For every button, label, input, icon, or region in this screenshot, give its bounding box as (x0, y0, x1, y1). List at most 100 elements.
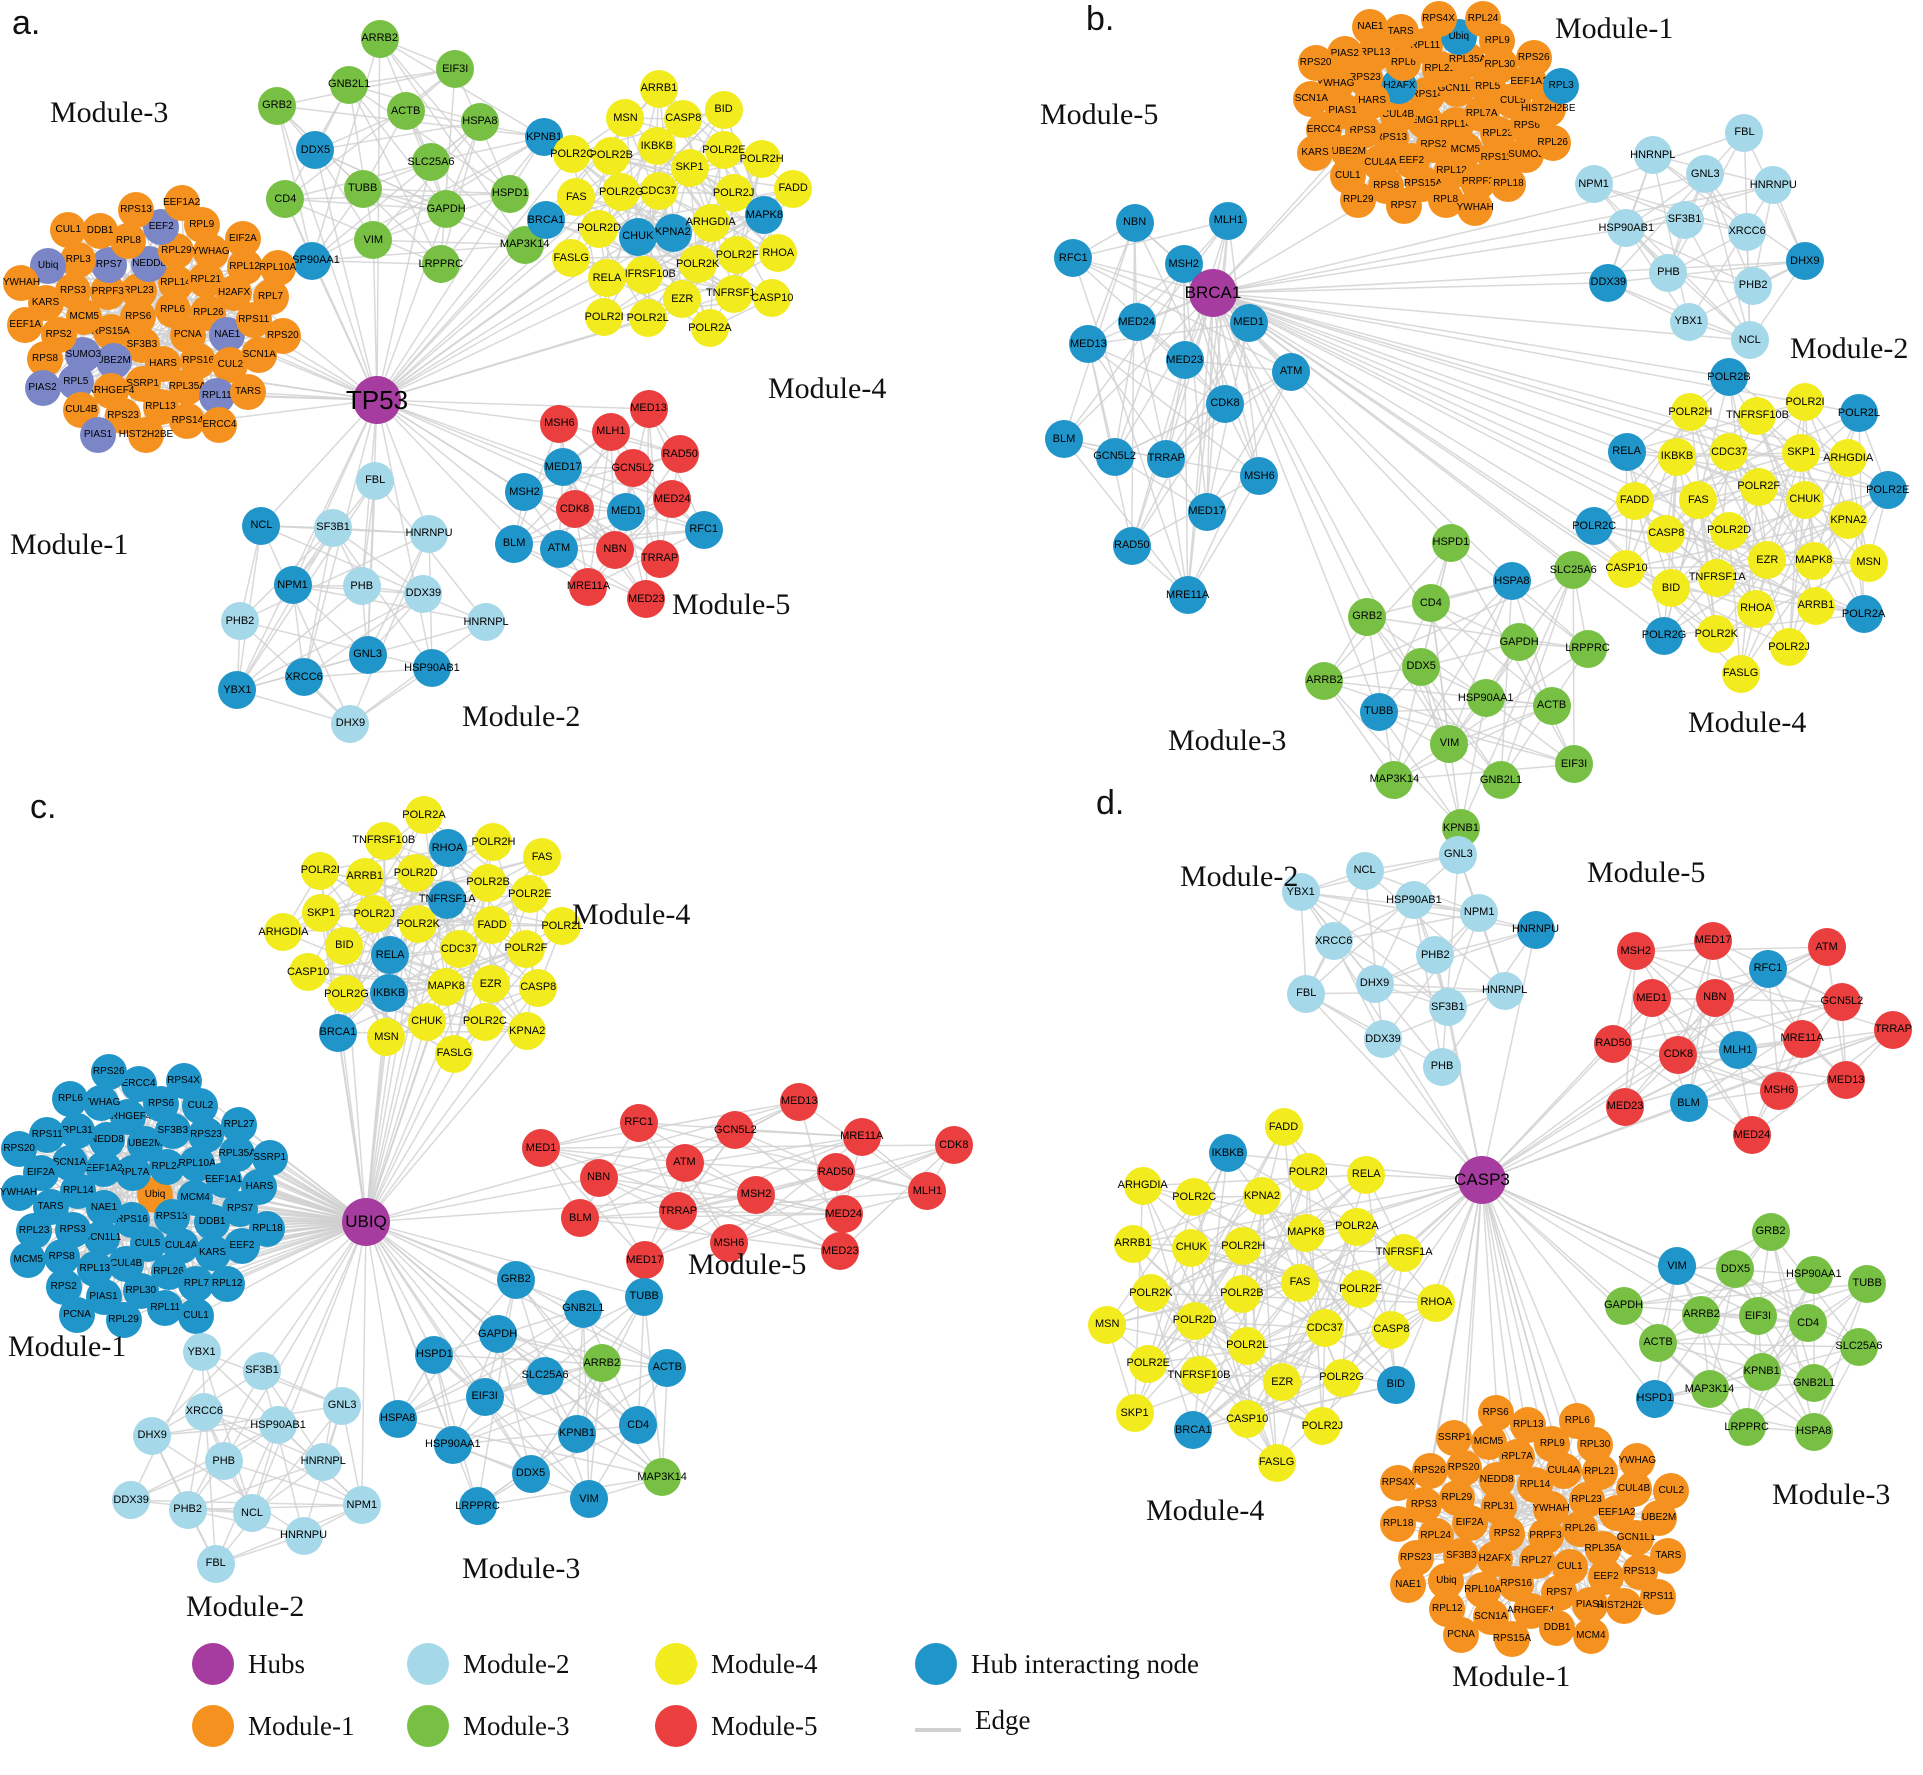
node-EIF2A[interactable]: EIF2A (224, 221, 261, 258)
node-POLR2H[interactable]: POLR2H (1668, 393, 1712, 432)
node-XRCC6[interactable]: XRCC6 (1314, 922, 1353, 960)
node-HSPD1[interactable]: HSPD1 (491, 174, 530, 213)
node-EIF3I[interactable]: EIF3I (1555, 745, 1593, 784)
node-DDX39[interactable]: DDX39 (404, 574, 443, 613)
node-POLR2A[interactable]: POLR2A (688, 309, 732, 348)
node-NPM1[interactable]: NPM1 (342, 1486, 381, 1525)
node-XRCC6[interactable]: XRCC6 (185, 1392, 224, 1431)
node-RPS6[interactable]: RPS6 (1477, 1395, 1514, 1432)
node-LRPPRC[interactable]: LRPPRC (1565, 629, 1610, 668)
node-MSN[interactable]: MSN (1849, 543, 1888, 582)
node-HSP90AB1[interactable]: HSP90AB1 (1386, 881, 1442, 920)
node-TRRAP[interactable]: TRRAP (659, 1192, 698, 1231)
node-HNRNPU[interactable]: HNRNPU (1512, 910, 1559, 949)
node-RELA[interactable]: RELA (1607, 432, 1646, 471)
node-GAPDH[interactable]: GAPDH (1604, 1286, 1643, 1325)
node-MLH1[interactable]: MLH1 (1718, 1031, 1757, 1070)
node-SKP1[interactable]: SKP1 (1115, 1394, 1154, 1433)
node-POLR2J[interactable]: POLR2J (1768, 628, 1810, 667)
node-RPL18[interactable]: RPL18 (1490, 166, 1527, 203)
node-TNFRSF1A[interactable]: TNFRSF1A (1689, 558, 1746, 597)
node-RPS20[interactable]: RPS20 (1297, 45, 1334, 82)
node-TUBB[interactable]: TUBB (343, 169, 382, 208)
node-POLR2L[interactable]: POLR2L (627, 299, 669, 338)
node-YWHAH[interactable]: YWHAH (3, 264, 40, 301)
node-MSN[interactable]: MSN (1088, 1305, 1127, 1344)
node-RPS26[interactable]: RPS26 (1515, 39, 1552, 76)
node-CUL4A[interactable]: CUL4A (1545, 1452, 1582, 1489)
node-CD4[interactable]: CD4 (619, 1406, 658, 1445)
node-HIST2H2BE[interactable]: HIST2H2BE (119, 417, 173, 454)
node-RPS26[interactable]: RPS26 (90, 1054, 127, 1091)
node-ARRB2[interactable]: ARRB2 (1682, 1295, 1721, 1334)
node-HNRNPU[interactable]: HNRNPU (406, 514, 453, 553)
node-DHX9[interactable]: DHX9 (133, 1416, 172, 1455)
node-CASP10[interactable]: CASP10 (1605, 549, 1648, 588)
node-MED13[interactable]: MED13 (1827, 1061, 1866, 1100)
node-POLR2K[interactable]: POLR2K (397, 905, 440, 944)
node-GCN5L2[interactable]: GCN5L2 (1093, 437, 1136, 476)
node-ACTB[interactable]: ACTB (648, 1348, 687, 1387)
node-CASP10[interactable]: CASP10 (287, 953, 329, 992)
node-YBX1[interactable]: YBX1 (1669, 302, 1708, 341)
node-POLR2C[interactable]: POLR2C (463, 1002, 507, 1041)
node-RPS4X[interactable]: RPS4X (1380, 1465, 1417, 1502)
node-RHOA[interactable]: RHOA (428, 829, 467, 868)
node-BID[interactable]: BID (1376, 1365, 1415, 1404)
node-SLC25A6[interactable]: SLC25A6 (407, 143, 455, 181)
node-PIAS1[interactable]: PIAS1 (1572, 1587, 1609, 1624)
node-HSP90AB1[interactable]: HSP90AB1 (1598, 209, 1654, 248)
node-UBE2M[interactable]: UBE2M (95, 343, 132, 379)
node-FADD[interactable]: FADD (473, 906, 512, 945)
hub-node-ubiq[interactable]: UBIQ (342, 1198, 390, 1246)
node-HIST2H2BE[interactable]: HIST2H2BE (1597, 1588, 1652, 1625)
node-POLR2B[interactable]: POLR2B (466, 863, 510, 902)
node-ERCC4[interactable]: ERCC4 (201, 407, 238, 444)
node-MCM5[interactable]: MCM5 (10, 1242, 47, 1279)
node-ACTB[interactable]: ACTB (386, 92, 425, 131)
node-CASP8[interactable]: CASP8 (1372, 1310, 1411, 1349)
node-RHOA[interactable]: RHOA (1417, 1283, 1456, 1322)
node-POLR2K[interactable]: POLR2K (1695, 615, 1738, 654)
node-RPL3[interactable]: RPL3 (1543, 68, 1580, 105)
node-RPL27[interactable]: RPL27 (221, 1106, 258, 1143)
node-RPS20[interactable]: RPS20 (1445, 1450, 1482, 1487)
node-ACTB[interactable]: ACTB (1638, 1323, 1677, 1362)
node-HSPA8[interactable]: HSPA8 (1492, 562, 1531, 601)
node-POLR2D[interactable]: POLR2D (394, 854, 438, 893)
node-RFC1[interactable]: RFC1 (684, 510, 723, 549)
node-MED23[interactable]: MED23 (1165, 341, 1204, 380)
node-POLR2I[interactable]: POLR2I (301, 851, 340, 890)
node-HNRNPL[interactable]: HNRNPL (463, 603, 509, 642)
node-RPL13[interactable]: RPL13 (1510, 1406, 1547, 1443)
node-MRE11A[interactable]: MRE11A (1781, 1019, 1824, 1058)
node-SSRP1[interactable]: SSRP1 (251, 1139, 288, 1176)
node-VIM[interactable]: VIM (569, 1480, 608, 1519)
node-TNFRSF10B[interactable]: TNFRSF10B (1726, 396, 1789, 435)
node-POLR2A[interactable]: POLR2A (1842, 595, 1885, 634)
node-PCNA[interactable]: PCNA (1443, 1616, 1480, 1653)
node-POLR2E[interactable]: POLR2E (1866, 471, 1910, 510)
node-CHUK[interactable]: CHUK (618, 217, 657, 256)
node-POLR2D[interactable]: POLR2D (577, 209, 621, 248)
node-HNRNPL[interactable]: HNRNPL (1630, 136, 1675, 175)
node-MED23[interactable]: MED23 (627, 580, 666, 619)
node-MSH2[interactable]: MSH2 (505, 473, 544, 512)
node-RELA[interactable]: RELA (587, 259, 626, 298)
node-FAS[interactable]: FAS (1281, 1263, 1319, 1302)
node-RPS14[interactable]: RPS14 (169, 403, 206, 440)
node-MED23[interactable]: MED23 (1606, 1087, 1645, 1126)
node-MED1[interactable]: MED1 (1632, 979, 1671, 1018)
node-ATM[interactable]: ATM (665, 1143, 704, 1182)
node-RPL12[interactable]: RPL12 (209, 1266, 246, 1303)
node-HNRNPL[interactable]: HNRNPL (301, 1442, 346, 1481)
node-MAP3K14[interactable]: MAP3K14 (1685, 1370, 1734, 1409)
node-TARS[interactable]: TARS (1650, 1538, 1687, 1575)
node-RPS20[interactable]: RPS20 (1, 1131, 38, 1168)
node-PHB[interactable]: PHB (1649, 253, 1688, 292)
node-MLH1[interactable]: MLH1 (591, 412, 630, 451)
node-MCM5[interactable]: MCM5 (1470, 1424, 1507, 1461)
node-KPNB1[interactable]: KPNB1 (1742, 1352, 1781, 1391)
node-MSN[interactable]: MSN (606, 99, 645, 138)
node-GRB2[interactable]: GRB2 (496, 1260, 535, 1299)
